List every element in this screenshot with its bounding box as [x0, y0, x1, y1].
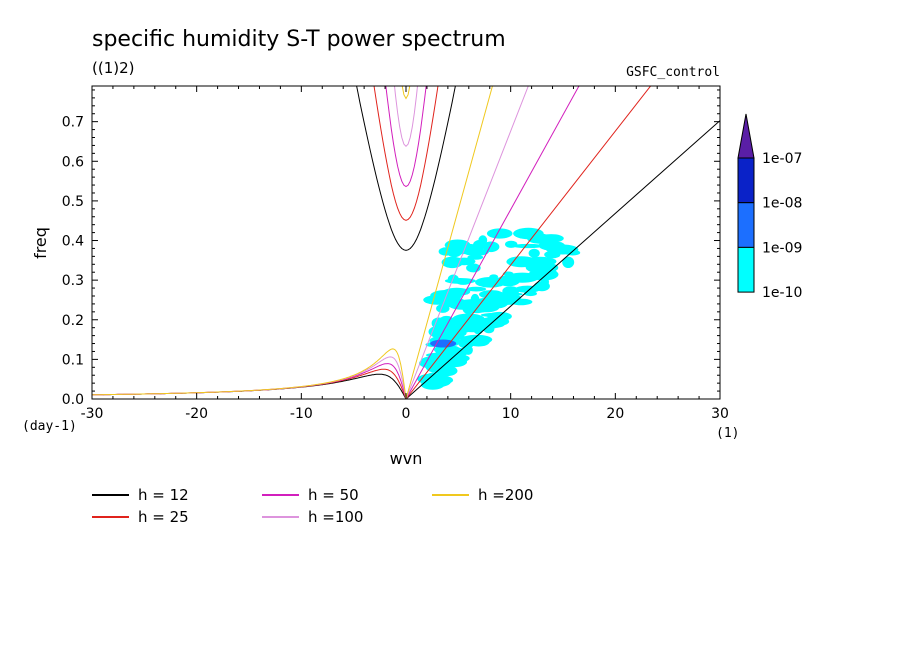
kelvin-curve [405, 86, 493, 399]
run-label: GSFC_control [626, 65, 720, 80]
x-tick-label: 10 [502, 406, 520, 422]
y-tick-label: 0.2 [62, 313, 84, 329]
shading-blob [432, 358, 444, 366]
legend-label: h = 25 [138, 508, 189, 526]
dispersion-curves [92, 86, 720, 399]
shading-blob [431, 331, 457, 337]
shading-blob [491, 277, 506, 287]
x-tick-label: -30 [81, 406, 104, 422]
kelvin-curve [405, 86, 529, 399]
shading-blob [562, 256, 575, 268]
shading-blob-strong [430, 339, 457, 348]
shading-blob [436, 304, 450, 313]
spectrum-shading [417, 227, 581, 390]
inertia-gravity-curve [394, 86, 418, 148]
shading-blob [527, 233, 551, 244]
legend-label: h = 50 [308, 486, 359, 504]
y-tick-label: 0.4 [62, 234, 84, 250]
x-axis-label: wvn [390, 449, 423, 468]
colorbar-label: 1e-09 [762, 240, 802, 256]
y-unit-label: (day-1) [22, 419, 77, 434]
rossby-curve [92, 373, 407, 399]
y-tick-label: 0.6 [62, 154, 84, 170]
shading-blob [515, 285, 540, 293]
axes: -30 -20 -10 0 10 20 30 0.0 0.1 0.2 0.3 0.4 0.5 0.6 0.7 [62, 86, 729, 422]
colorbar-label: 1e-10 [762, 285, 802, 301]
y-tick-label: 0.1 [62, 352, 84, 368]
legend: h = 12 h = 25 h = 50 h =100 h =200 [92, 486, 533, 526]
y-axis-label: freq [31, 227, 50, 259]
shading-blob [528, 248, 540, 258]
shading-blob [552, 241, 566, 252]
shading-blob [482, 241, 500, 253]
colorbar-label: 1e-07 [762, 151, 802, 167]
colorbar-label: 1e-08 [762, 196, 802, 212]
kelvin-curve [405, 86, 580, 399]
legend-label: h =200 [478, 486, 533, 504]
y-tick-label: 0.5 [62, 194, 84, 210]
x-unit-label: (1) [716, 426, 739, 441]
shading-blob [480, 316, 510, 327]
plot-frame [91, 85, 721, 400]
shading-blob [512, 243, 544, 249]
shading-blob [460, 334, 493, 345]
shading-blob [506, 256, 537, 268]
shading-blob [533, 281, 550, 292]
x-tick-label: -10 [290, 406, 313, 422]
inertia-gravity-curve [385, 86, 427, 188]
colorbar-segment [737, 157, 755, 204]
shading-blob [457, 323, 472, 333]
shading-blob [480, 312, 511, 318]
chart-subtitle: ((1)2) [92, 59, 135, 77]
shading-blob [470, 293, 480, 305]
x-tick-label: -20 [185, 406, 208, 422]
y-tick-label: 0.7 [62, 115, 84, 131]
colorbar: 1e-07 1e-08 1e-09 1e-10 [737, 113, 802, 301]
y-tick-label: 0.3 [62, 273, 84, 289]
legend-label: h = 12 [138, 486, 189, 504]
x-tick-label: 20 [606, 406, 624, 422]
shading-blob [544, 250, 561, 259]
chart-title: specific humidity S-T power spectrum [92, 27, 506, 52]
shading-blob [456, 279, 471, 285]
shading-blob [478, 235, 488, 246]
legend-label: h =100 [308, 508, 363, 526]
shading-blob [444, 289, 468, 296]
shading-blob [443, 297, 466, 308]
shading-blob [486, 228, 513, 239]
rossby-curve [92, 348, 407, 399]
shading-blob [419, 374, 454, 386]
kelvin-curve [405, 86, 652, 399]
inertia-gravity-curve [356, 86, 456, 251]
colorbar-segment [737, 246, 755, 293]
colorbar-arrow [737, 113, 755, 159]
colorbar-segment [737, 202, 755, 248]
inertia-gravity-curve [373, 86, 439, 221]
x-tick-label: 0 [402, 406, 411, 422]
x-tick-label: 30 [711, 406, 729, 422]
shading-blob [463, 316, 482, 325]
shading-blob [534, 267, 557, 280]
shading-blob [505, 272, 539, 283]
shading-blob [466, 286, 487, 292]
shading-blob [443, 354, 470, 363]
shading-blob [492, 293, 522, 302]
shading-blob [467, 254, 484, 260]
inertia-gravity-curve [401, 86, 411, 100]
shading-blob [502, 271, 514, 276]
y-tick-label: 0.0 [62, 392, 84, 408]
kelvin-curve [405, 120, 720, 399]
shading-blob [463, 248, 489, 256]
shading-blob [433, 323, 457, 329]
shading-blob [546, 240, 555, 253]
